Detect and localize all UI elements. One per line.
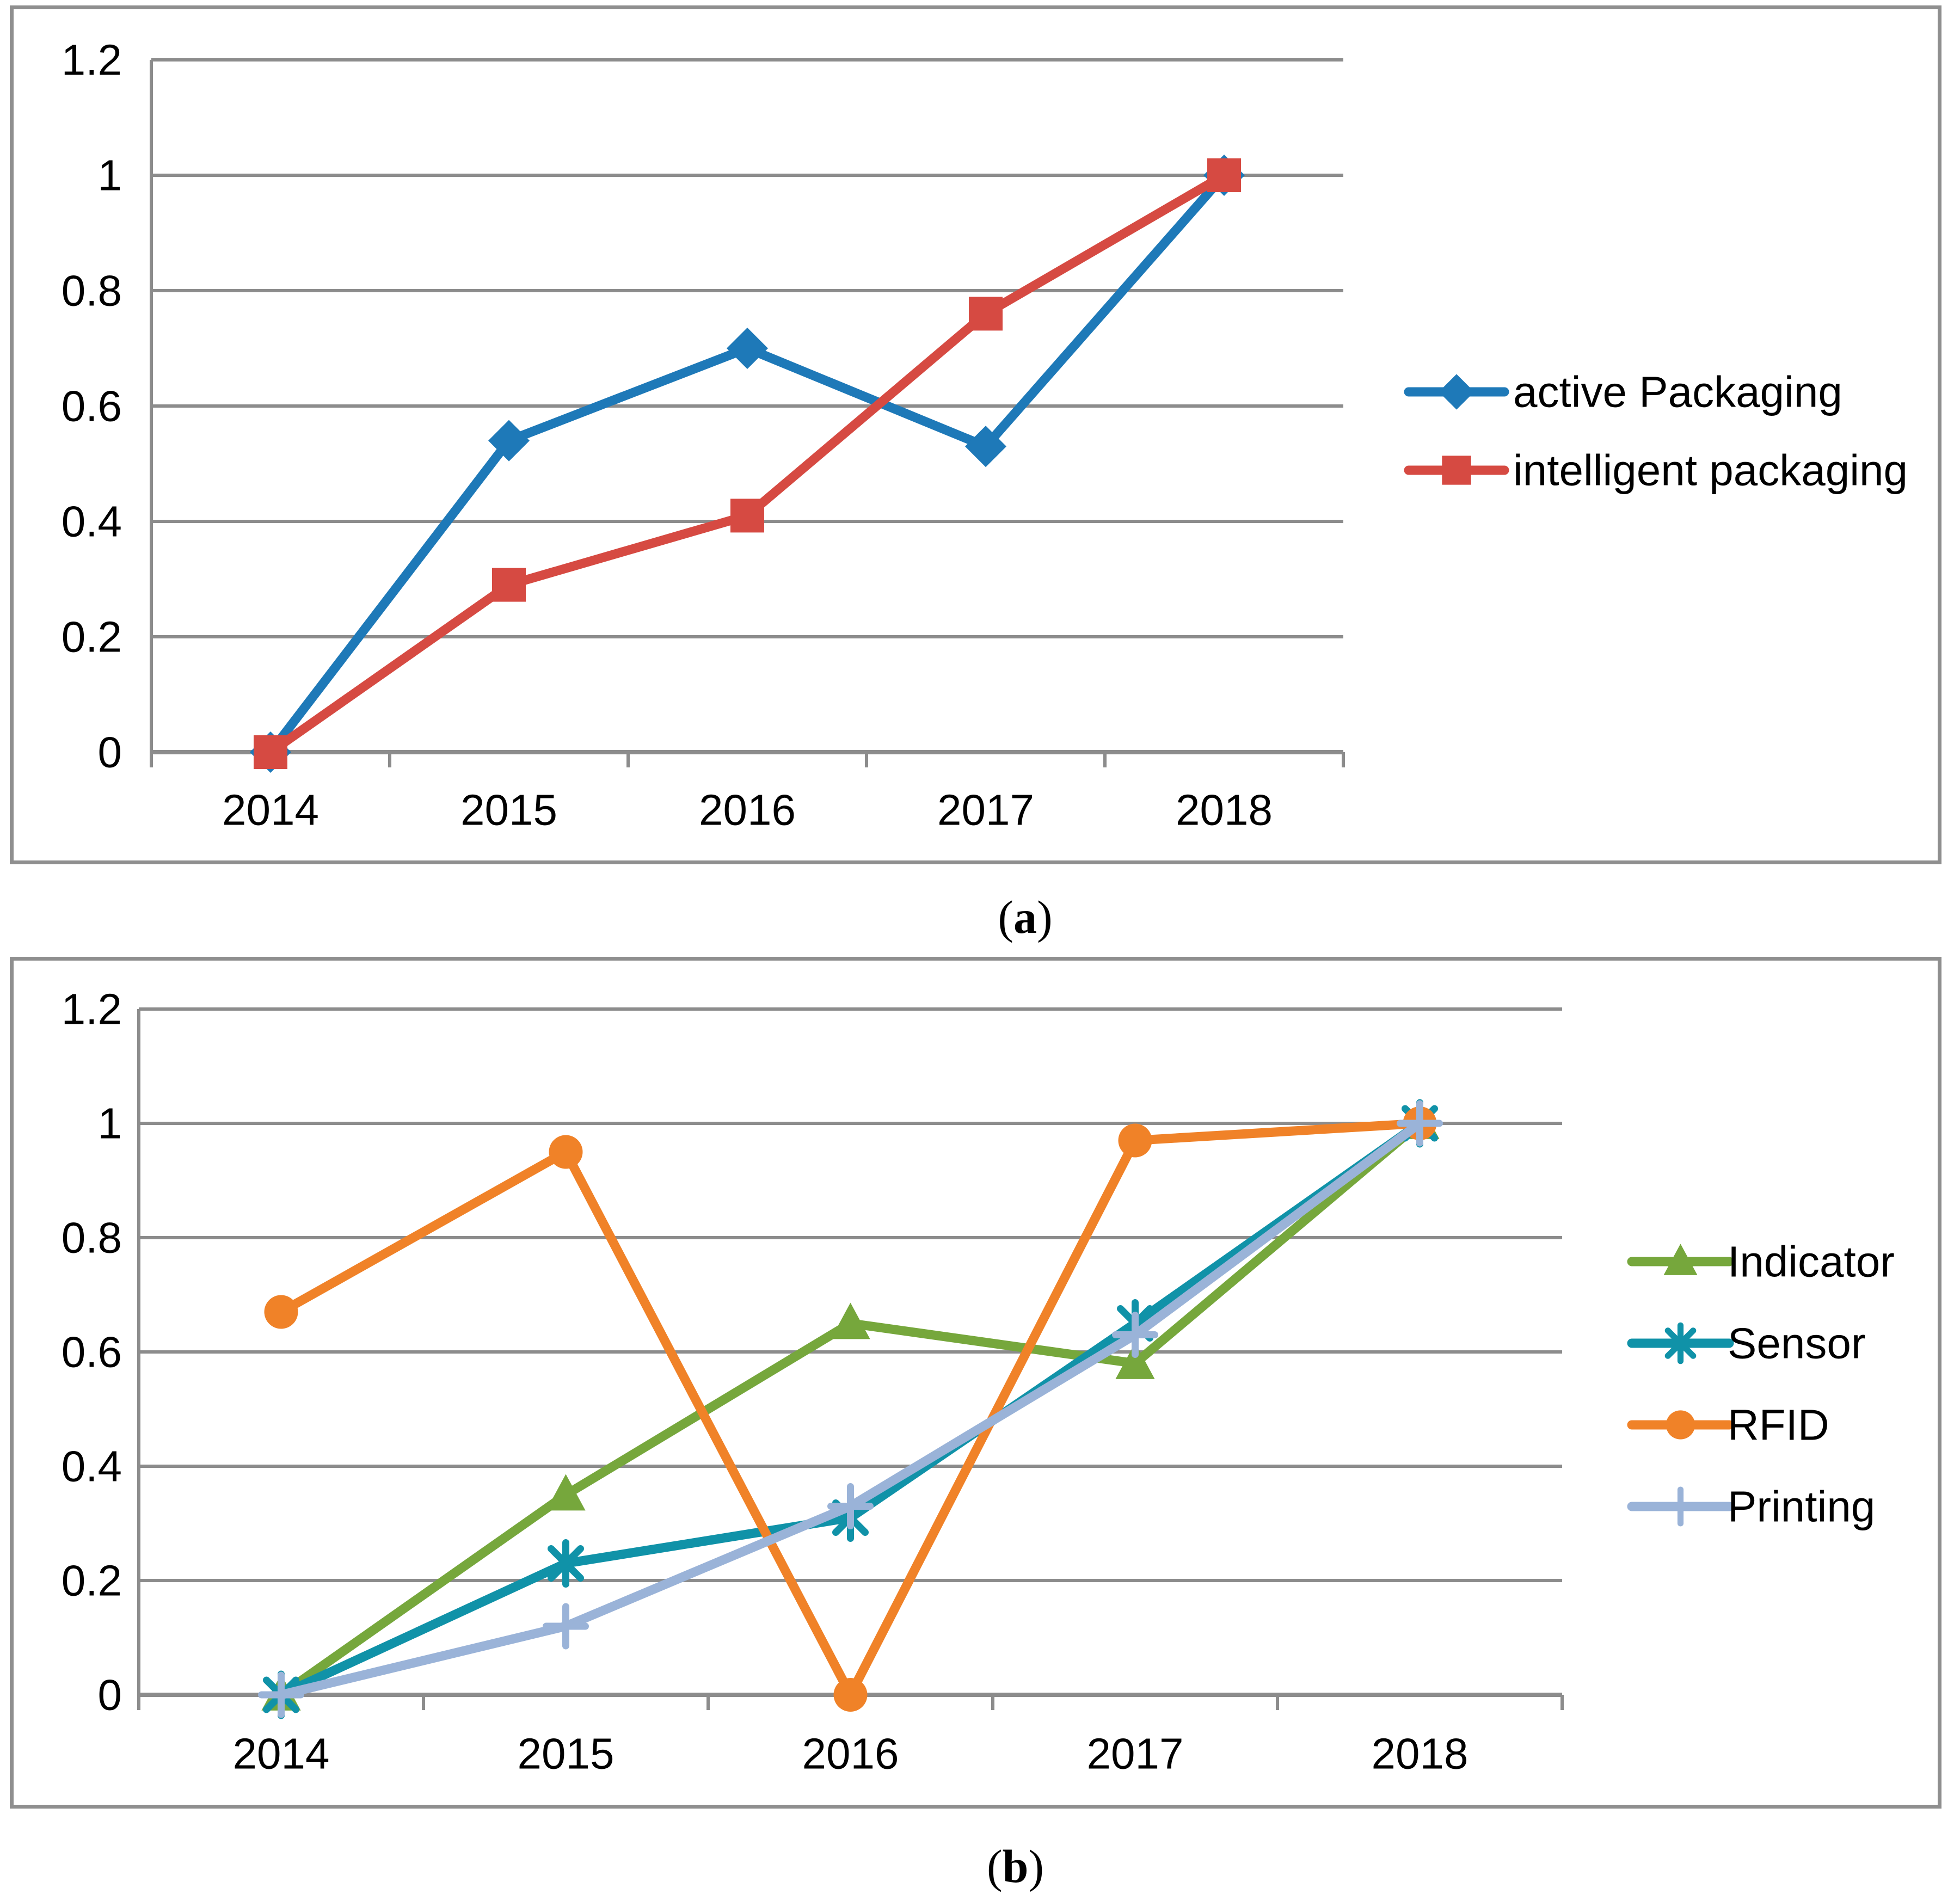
gridlines bbox=[151, 58, 1343, 638]
triangle-marker bbox=[546, 1474, 586, 1511]
panel-border bbox=[10, 5, 1941, 864]
axes bbox=[150, 60, 1345, 767]
series-line bbox=[277, 1118, 1424, 1700]
legend-item-rfid: RFID bbox=[1627, 1401, 1829, 1449]
triangle-marker bbox=[1663, 1244, 1698, 1275]
series-line bbox=[266, 170, 1229, 757]
square-marker bbox=[1207, 158, 1241, 192]
series-rfid bbox=[264, 1106, 1437, 1712]
x-tick-label: 2018 bbox=[1372, 1730, 1469, 1778]
y-axis-labels: 0 0.2 0.4 0.6 0.8 1 1.2 bbox=[62, 36, 122, 777]
y-tick-label: 1.2 bbox=[62, 985, 122, 1034]
circle-marker bbox=[549, 1135, 583, 1169]
y-tick-label: 0.8 bbox=[62, 1214, 122, 1262]
series-line bbox=[277, 1118, 1424, 1700]
y-tick-label: 0.4 bbox=[62, 497, 122, 546]
x-tick-label: 2014 bbox=[222, 786, 319, 834]
plus-marker bbox=[258, 1671, 304, 1718]
x-tick-label: 2018 bbox=[1176, 786, 1273, 834]
diamond-marker bbox=[727, 328, 768, 369]
circle-marker bbox=[264, 1295, 298, 1329]
caption-a: (a) bbox=[45, 886, 1960, 949]
legend-item-active-packaging: active Packaging bbox=[1404, 368, 1842, 416]
panel-b: 0 0.2 0.4 0.6 0.8 1 1.2 2014 2015 2016 2017 2018 Ind… bbox=[10, 957, 1941, 1809]
y-tick-label: 0.2 bbox=[62, 613, 122, 661]
panel-border bbox=[10, 957, 1941, 1809]
caption-a-open: ( bbox=[998, 891, 1013, 943]
series-line bbox=[277, 1118, 1424, 1700]
panel-a: 0 0.2 0.4 0.6 0.8 1 1.2 2014 2015 2016 2017 2018 act… bbox=[10, 5, 1941, 864]
circle-marker bbox=[833, 1678, 868, 1712]
line-chart-b: 0 0.2 0.4 0.6 0.8 1 1.2 2014 2015 2016 2017 2018 Ind… bbox=[10, 957, 1941, 1809]
legend-label: RFID bbox=[1728, 1401, 1829, 1449]
plus-marker bbox=[1112, 1312, 1158, 1358]
legend-label: Printing bbox=[1728, 1483, 1875, 1531]
line-chart-a: 0 0.2 0.4 0.6 0.8 1 1.2 2014 2015 2016 2017 2018 act… bbox=[10, 5, 1941, 864]
x-tick-label: 2015 bbox=[518, 1730, 615, 1778]
diamond-marker bbox=[488, 420, 530, 462]
square-marker bbox=[254, 735, 287, 769]
legend-label: active Packaging bbox=[1513, 368, 1842, 416]
caption-a-letter: a bbox=[1013, 891, 1037, 943]
legend-item-printing: Printing bbox=[1627, 1483, 1875, 1531]
x-axis-labels: 2014 2015 2016 2017 2018 bbox=[222, 786, 1273, 834]
legend: Indicator Sensor RFID Printing bbox=[1627, 1238, 1895, 1531]
x-tick-label: 2016 bbox=[699, 786, 796, 834]
y-tick-label: 0 bbox=[98, 1671, 122, 1719]
legend-label: Indicator bbox=[1728, 1238, 1895, 1286]
star-marker bbox=[1664, 1322, 1697, 1364]
triangle-marker bbox=[1115, 1343, 1155, 1379]
square-marker bbox=[1442, 456, 1471, 485]
y-tick-label: 0.6 bbox=[62, 1328, 122, 1376]
caption-b-letter: b bbox=[1002, 1840, 1029, 1892]
series-sensor bbox=[263, 1099, 1438, 1719]
x-tick-label: 2014 bbox=[233, 1730, 330, 1778]
diamond-marker bbox=[965, 426, 1006, 468]
circle-marker bbox=[1666, 1410, 1695, 1440]
square-marker bbox=[969, 297, 1003, 331]
y-tick-label: 1.2 bbox=[62, 36, 122, 84]
x-axis-labels: 2014 2015 2016 2017 2018 bbox=[233, 1730, 1469, 1778]
series-printing bbox=[258, 1100, 1443, 1718]
caption-a-close: ) bbox=[1037, 891, 1053, 943]
y-tick-label: 0.4 bbox=[62, 1442, 122, 1491]
plus-marker bbox=[827, 1483, 874, 1529]
legend-item-intelligent-packaging: intelligent packaging bbox=[1404, 446, 1908, 495]
star-marker bbox=[548, 1539, 584, 1588]
x-tick-label: 2017 bbox=[937, 786, 1034, 834]
legend: active Packaging intelligent packaging bbox=[1404, 368, 1908, 495]
diamond-marker bbox=[1439, 374, 1474, 410]
y-tick-label: 1 bbox=[98, 1099, 122, 1148]
x-tick-label: 2015 bbox=[460, 786, 557, 834]
y-tick-label: 1 bbox=[98, 151, 122, 200]
y-axis-labels: 0 0.2 0.4 0.6 0.8 1 1.2 bbox=[62, 985, 122, 1719]
x-tick-label: 2017 bbox=[1087, 1730, 1184, 1778]
y-tick-label: 0 bbox=[98, 728, 122, 777]
axes bbox=[137, 1009, 1564, 1710]
caption-b-open: ( bbox=[986, 1840, 1003, 1892]
y-tick-label: 0.2 bbox=[62, 1557, 122, 1605]
gridlines bbox=[139, 1007, 1562, 1582]
square-marker bbox=[492, 568, 526, 602]
legend-item-sensor: Sensor bbox=[1627, 1319, 1865, 1368]
legend-item-indicator: Indicator bbox=[1627, 1238, 1895, 1286]
series-intelligent-packaging bbox=[254, 158, 1241, 769]
caption-b: (b) bbox=[35, 1835, 1960, 1898]
caption-b-close: ) bbox=[1028, 1840, 1044, 1892]
plus-marker bbox=[543, 1603, 589, 1650]
triangle-marker bbox=[831, 1302, 870, 1339]
legend-label: intelligent packaging bbox=[1513, 446, 1908, 495]
plus-marker bbox=[1397, 1100, 1443, 1147]
y-tick-label: 0.6 bbox=[62, 382, 122, 431]
y-tick-label: 0.8 bbox=[62, 267, 122, 315]
square-marker bbox=[730, 499, 764, 533]
series-line bbox=[277, 1118, 1424, 1700]
circle-marker bbox=[1118, 1123, 1152, 1158]
plus-marker bbox=[1660, 1486, 1701, 1527]
legend-label: Sensor bbox=[1728, 1319, 1865, 1368]
x-tick-label: 2016 bbox=[802, 1730, 899, 1778]
